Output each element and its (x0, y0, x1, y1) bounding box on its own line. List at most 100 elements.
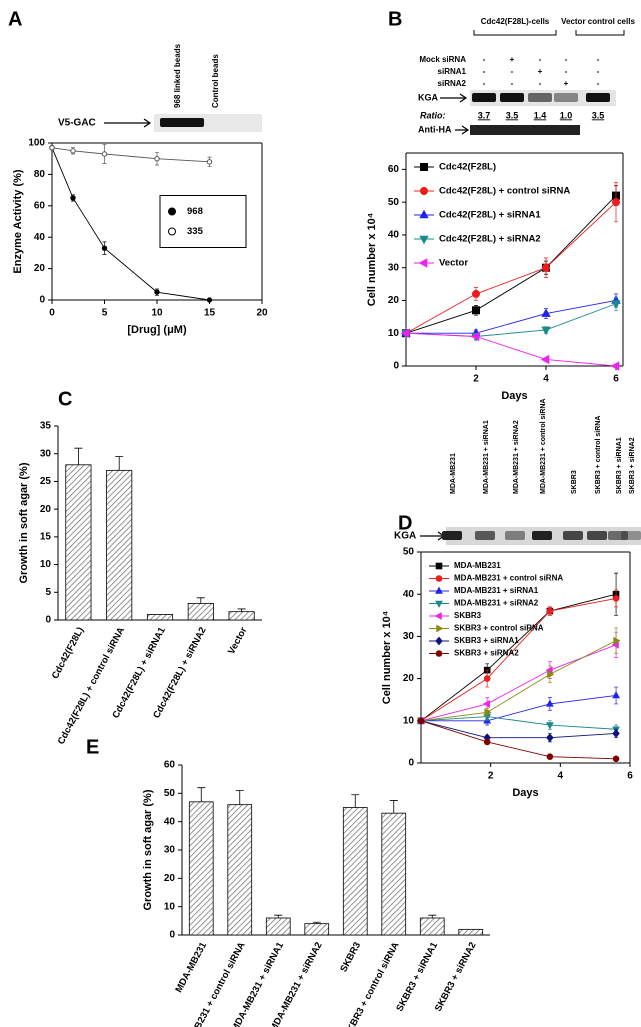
blot-band (532, 531, 552, 540)
blot-label: + (564, 79, 569, 88)
marker (419, 209, 429, 219)
y-tick-label: 0 (45, 615, 51, 626)
blot-label: - (483, 67, 486, 76)
blot-label: - (483, 55, 486, 64)
series-line (51, 147, 210, 163)
legend-label: Vector (439, 258, 468, 269)
legend-label: MDA-MB231 + control siRNA (454, 574, 563, 583)
blot-label: SKBR3 + control siRNA (595, 416, 602, 494)
y-tick-label: 50 (164, 788, 176, 799)
marker (154, 156, 160, 162)
marker (436, 624, 444, 633)
y-tick-label: 20 (34, 263, 46, 274)
marker (472, 306, 480, 315)
blot-label: siRNA1 (438, 67, 467, 76)
blot-band (528, 93, 552, 102)
series-line (405, 332, 617, 367)
x-tick-label: SKBR3 (338, 940, 363, 974)
y-tick-label: 30 (388, 262, 400, 273)
blot-label: - (539, 79, 542, 88)
legend-label: MDA-MB231 + siRNA1 (454, 586, 539, 595)
marker (541, 326, 551, 336)
blot-label: KGA (394, 531, 416, 542)
marker (612, 198, 620, 207)
marker (101, 151, 108, 157)
bar (458, 928, 484, 936)
blot-label: 968 linked beads (173, 43, 182, 108)
series-line (405, 201, 617, 334)
panel-letter: B (388, 8, 402, 30)
y-tick-label: 40 (403, 589, 415, 600)
blot-label: - (483, 79, 486, 88)
series-line (420, 593, 617, 722)
y-tick-label: 10 (164, 901, 176, 912)
series-line (420, 640, 617, 722)
error-bar (237, 608, 246, 612)
marker (547, 670, 555, 679)
bar (106, 469, 133, 621)
marker (612, 691, 620, 699)
bar (381, 812, 407, 936)
y-tick-label: 20 (388, 295, 400, 306)
y-tick-label: 0 (408, 758, 414, 769)
blot-label: 1.4 (534, 110, 547, 120)
marker (70, 148, 76, 154)
marker (417, 717, 425, 725)
marker (418, 258, 428, 268)
blot-band (563, 531, 583, 540)
blot-label: - (565, 55, 568, 64)
marker (546, 607, 554, 615)
blot-band (586, 93, 610, 102)
legend-label: Cdc42(F28L) (439, 162, 496, 173)
marker (420, 187, 428, 195)
x-tick-label: 15 (204, 308, 216, 319)
bar (65, 464, 92, 621)
y-tick-label: 40 (164, 816, 176, 827)
y-tick-label: 60 (34, 200, 46, 211)
bar (146, 614, 174, 621)
series-line (420, 716, 617, 730)
x-tick-label: 0 (49, 308, 55, 319)
x-tick-label: 10 (151, 308, 163, 319)
series-line (420, 720, 617, 760)
bar (228, 611, 255, 621)
legend-label: Cdc42(F28L) + siRNA2 (439, 234, 541, 245)
panel-letter: D (398, 512, 412, 534)
marker (420, 163, 428, 171)
x-axis-label: [Drug] (μM) (127, 324, 187, 336)
series-line (420, 720, 617, 739)
y-tick-label: 50 (388, 197, 400, 208)
bracket (473, 30, 625, 36)
marker (540, 354, 550, 365)
bar (188, 801, 214, 936)
bar (342, 807, 368, 936)
x-tick-label: SKBR3 + siRNA2 (433, 940, 479, 1013)
error-bar (196, 597, 205, 604)
y-tick-label: 30 (40, 448, 52, 459)
marker (470, 331, 480, 342)
series-line (420, 597, 617, 722)
blot-label: - (511, 79, 514, 88)
marker (206, 159, 213, 165)
marker (435, 575, 443, 582)
bar (187, 602, 214, 621)
y-tick-label: 80 (34, 169, 46, 180)
x-axis-label: Days (501, 390, 527, 402)
marker (435, 650, 443, 657)
bar (227, 804, 253, 936)
legend-label: SKBR3 + siRNA2 (454, 649, 519, 658)
blot-label: SKBR3 + siRNA2 (629, 437, 636, 494)
error-bar (74, 447, 83, 465)
marker (484, 708, 492, 717)
blot-band (621, 531, 641, 540)
marker (435, 586, 443, 594)
x-tick-label: 6 (627, 771, 633, 782)
blot-label: Anti-HA (418, 124, 452, 134)
error-bar (312, 921, 321, 924)
marker (154, 289, 160, 295)
marker (435, 562, 443, 570)
marker (400, 328, 410, 338)
marker (612, 595, 620, 602)
y-tick-label: 0 (169, 930, 175, 941)
